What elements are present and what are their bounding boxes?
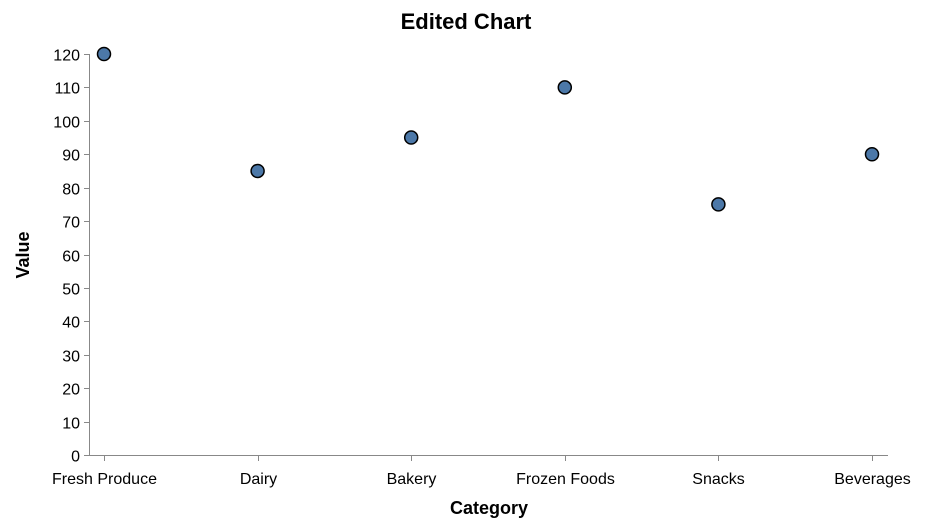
- x-tick-label: Bakery: [387, 471, 437, 488]
- y-tick-label: 90: [62, 148, 80, 165]
- x-tick-label: Snacks: [692, 471, 744, 488]
- y-tick-label: 110: [54, 81, 80, 98]
- y-tick-label: 50: [62, 282, 80, 299]
- y-tick-label: 40: [62, 315, 80, 332]
- x-axis: Fresh Produce Dairy Bakery Frozen Foods Snac…: [52, 455, 911, 488]
- data-point[interactable]: [96, 46, 112, 62]
- x-tick-label: Dairy: [240, 471, 277, 488]
- y-tick-label: 70: [62, 215, 80, 232]
- data-point[interactable]: [711, 197, 726, 212]
- y-axis-title: Value: [13, 231, 33, 278]
- y-tick-label: 10: [62, 416, 80, 433]
- data-point[interactable]: [403, 130, 419, 145]
- data-point[interactable]: [864, 147, 880, 162]
- chart-title: Edited Chart: [401, 9, 532, 34]
- x-tick-label: Fresh Produce: [52, 471, 157, 488]
- x-axis-title: Category: [450, 498, 528, 518]
- y-tick-label: 0: [71, 449, 80, 466]
- y-tick-label: 60: [62, 249, 80, 266]
- x-tick-label: Beverages: [834, 471, 911, 488]
- y-tick-label: 120: [53, 48, 80, 65]
- y-axis: 0 10 20 30 40 50 60 70 80 90 100 110 120: [53, 48, 90, 466]
- data-point[interactable]: [250, 163, 265, 179]
- y-tick-label: 20: [62, 382, 80, 399]
- y-tick-label: 100: [53, 115, 80, 132]
- data-points: [96, 46, 880, 212]
- x-tick-label: Frozen Foods: [516, 471, 615, 488]
- y-tick-label: 30: [62, 349, 80, 366]
- y-tick-label: 80: [62, 182, 80, 199]
- data-point[interactable]: [557, 80, 573, 95]
